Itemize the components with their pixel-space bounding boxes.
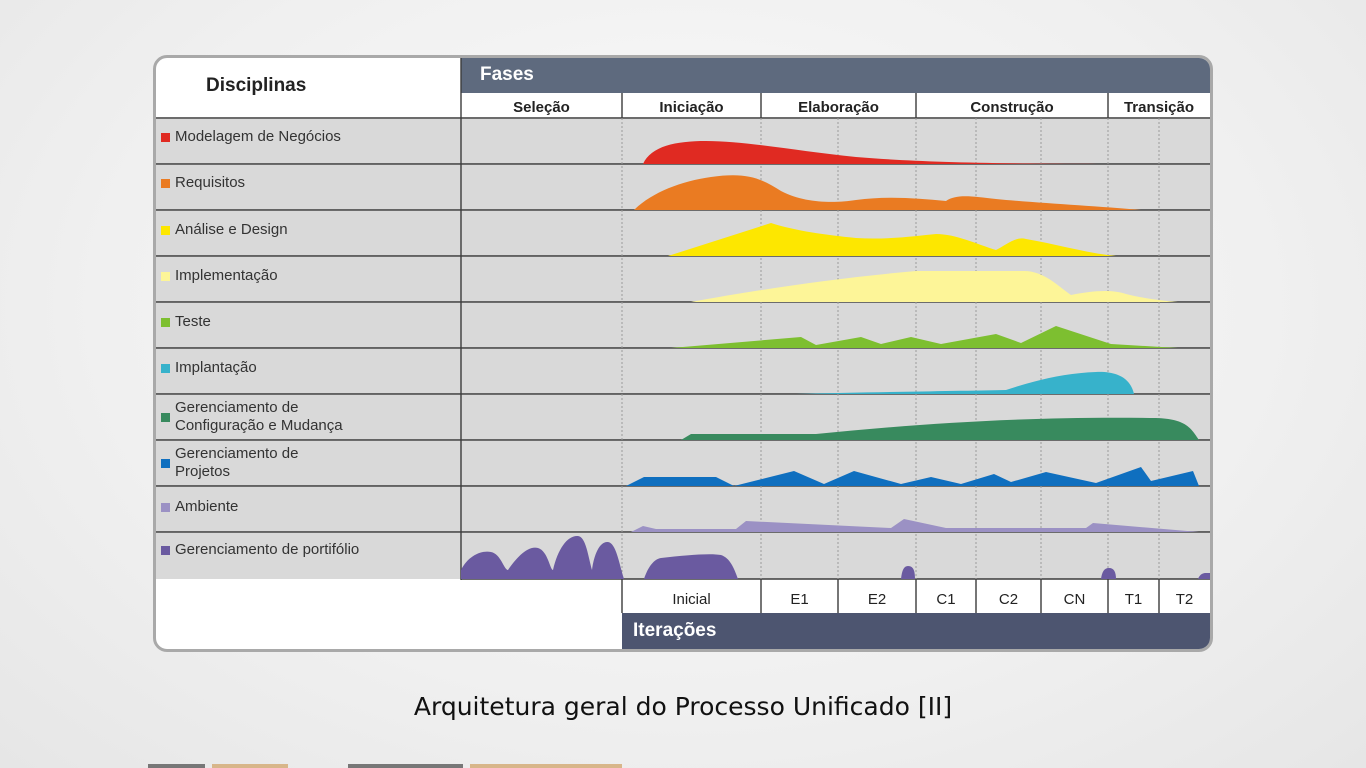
workflow-graph bbox=[156, 58, 1210, 613]
phase-label-selecao: Seleção bbox=[513, 99, 570, 116]
iteration-label-t1: T1 bbox=[1124, 591, 1143, 608]
effort-curve-analysis-design bbox=[668, 223, 1116, 256]
effort-curve-implementation bbox=[691, 271, 1178, 302]
iteration-label-t2: T2 bbox=[1175, 591, 1194, 608]
phases-title: Fases bbox=[480, 64, 534, 85]
discipline-name: Implementação bbox=[175, 267, 278, 284]
iteration-label-cn: CN bbox=[1063, 591, 1086, 608]
effort-curve-environment bbox=[631, 519, 1199, 532]
discipline-name: Modelagem de Negócios bbox=[175, 128, 341, 145]
color-swatch bbox=[161, 412, 170, 422]
effort-curve-project-management bbox=[626, 467, 1199, 486]
color-swatch bbox=[161, 271, 170, 281]
discipline-name: Implantação bbox=[175, 359, 257, 376]
color-swatch bbox=[161, 502, 170, 512]
discipline-label-analysis-design: Análise e Design bbox=[161, 221, 288, 239]
thumbnail-strip bbox=[348, 764, 463, 768]
discipline-label-portfolio-management: Gerenciamento de portifólio bbox=[161, 541, 359, 559]
discipline-name: Ambiente bbox=[175, 498, 239, 515]
effort-curve-business-modeling bbox=[643, 141, 1141, 164]
iteration-guide-lines bbox=[621, 118, 1160, 579]
thumbnail-strip bbox=[470, 764, 622, 768]
discipline-name: Teste bbox=[175, 313, 211, 330]
discipline-label-environment: Ambiente bbox=[161, 498, 238, 516]
effort-curve-requirements bbox=[634, 175, 1141, 210]
phase-label-iniciacao: Iniciação bbox=[659, 99, 724, 116]
color-swatch bbox=[161, 363, 170, 373]
iterations-title: Iterações bbox=[633, 620, 717, 641]
discipline-name: Gerenciamento de Configuração e Mudança bbox=[175, 399, 343, 434]
effort-curve-config-change bbox=[681, 417, 1199, 440]
iteration-label-c1: C1 bbox=[936, 591, 956, 608]
discipline-label-business-modeling: Modelagem de Negócios bbox=[161, 128, 341, 146]
color-swatch bbox=[161, 458, 170, 468]
discipline-label-implementation: Implementação bbox=[161, 267, 278, 285]
discipline-label-requirements: Requisitos bbox=[161, 174, 245, 192]
diagram-frame: Fases Disciplinas Seleção Iniciação Elab… bbox=[153, 55, 1213, 652]
disciplines-title: Disciplinas bbox=[206, 75, 307, 96]
phase-label-construcao: Construção bbox=[970, 99, 1054, 116]
color-swatch bbox=[161, 178, 170, 188]
row-background bbox=[156, 487, 1210, 532]
iteration-label-c2: C2 bbox=[998, 591, 1019, 608]
discipline-name: Requisitos bbox=[175, 174, 246, 191]
thumbnail-strip bbox=[148, 764, 205, 768]
discipline-label-deployment: Implantação bbox=[161, 359, 257, 377]
effort-curve-portfolio-management bbox=[461, 535, 1210, 579]
phase-label-elaboracao: Elaboração bbox=[798, 99, 879, 116]
discipline-name: Análise e Design bbox=[175, 221, 288, 238]
phase-label-transicao: Transição bbox=[1123, 99, 1195, 116]
discipline-label-config-change: Gerenciamento de Configuração e Mudança bbox=[161, 399, 371, 435]
color-swatch bbox=[161, 545, 170, 555]
effort-curve-deployment bbox=[796, 371, 1134, 394]
iteration-label-inicial: Inicial bbox=[672, 591, 711, 608]
color-swatch bbox=[161, 317, 170, 327]
discipline-name: Gerenciamento de Projetos bbox=[175, 445, 299, 480]
iteration-label-e1: E1 bbox=[790, 591, 809, 608]
slide-caption: Arquitetura geral do Processo Unificado … bbox=[413, 692, 953, 721]
iterations-footer-bar: Iterações bbox=[622, 613, 1210, 649]
effort-curve-test bbox=[671, 326, 1178, 348]
phases-header-bar: Fases bbox=[461, 58, 1210, 93]
discipline-label-test: Teste bbox=[161, 313, 211, 331]
thumbnail-strip bbox=[212, 764, 288, 768]
color-swatch bbox=[161, 225, 170, 235]
color-swatch bbox=[161, 132, 170, 142]
discipline-label-project-management: Gerenciamento de Projetos bbox=[161, 445, 311, 481]
discipline-name: Gerenciamento de portifólio bbox=[175, 541, 360, 558]
iteration-label-e2: E2 bbox=[867, 591, 887, 608]
